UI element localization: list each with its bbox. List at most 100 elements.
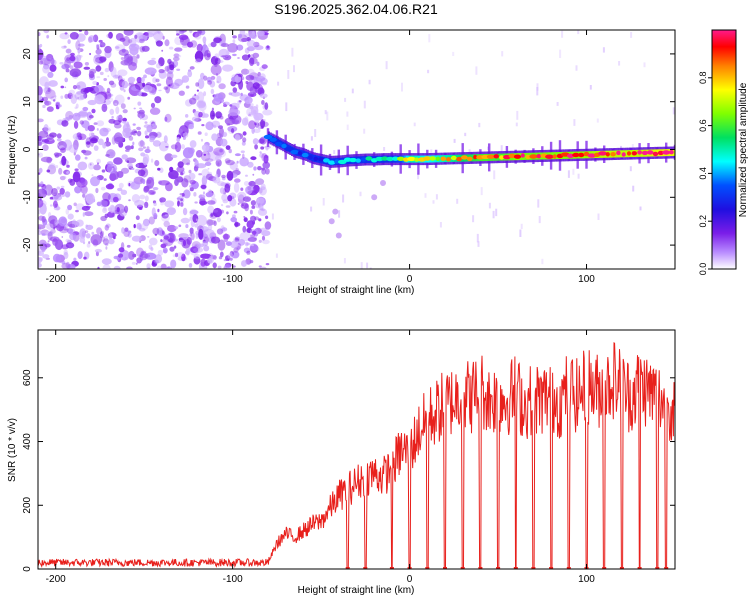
spectrogram-noise-cell (237, 202, 240, 205)
spectrogram-noise-cell (91, 174, 94, 177)
spectrogram-y-tick-label: 0 (22, 146, 33, 152)
spectrogram-faint-cell (520, 223, 523, 230)
spectrogram-noise-cell (207, 200, 216, 205)
spectrogram-noise-cell (84, 30, 89, 36)
spectrogram-noise-cell (38, 226, 42, 231)
spectrogram-noise-cell (154, 96, 162, 104)
spectrogram-noise-cell (203, 153, 207, 156)
spectrogram-noise-cell (257, 208, 268, 216)
spectrogram-noise-cell (258, 239, 262, 243)
spectrogram-noise-cell (194, 32, 202, 40)
spectrogram-signal-core (435, 156, 441, 161)
spectrogram-noise-cell (240, 187, 244, 191)
spectrogram-noise-cell (188, 169, 192, 174)
spectrogram-noise-cell (230, 217, 237, 223)
spectrogram-noise-cell (38, 141, 43, 146)
spectrogram-noise-cell (142, 156, 149, 166)
colorbar-tick-label: 0.0 (698, 263, 708, 276)
spectrogram-noise-cell (180, 217, 190, 224)
spectrogram-signal-core (269, 137, 277, 142)
spectrogram-signal-core (473, 154, 478, 160)
spectrogram-noise-cell (107, 75, 110, 78)
spectrogram-noise-cell (118, 247, 125, 253)
spectrogram-noise-cell (216, 217, 221, 223)
spectrogram-noise-cell (79, 236, 85, 243)
snr-panel: -200 -100 0 100 0 200 400 600 Height of straig… (7, 329, 676, 596)
spectrogram-signal-core (657, 150, 664, 156)
spectrogram-noise-cell (249, 98, 253, 104)
spectrogram-noise-cell (174, 226, 179, 230)
spectrogram-noise-cell (199, 194, 203, 200)
spectrogram-noise-cell (257, 30, 265, 37)
spectrogram-noise-cell (195, 150, 203, 158)
spectrogram-faint-cell (351, 88, 354, 94)
spectrogram-noise-cell (80, 88, 89, 95)
spectrogram-noise-cell (168, 61, 175, 68)
spectrogram-signal-core (365, 156, 373, 161)
spectrogram-noise-cell (260, 183, 266, 191)
spectrogram-noise-cell (206, 76, 212, 83)
spectrogram-faint-cell (597, 213, 600, 220)
spectrogram-noise-cell (164, 153, 174, 162)
spectrogram-noise-cell (233, 182, 240, 193)
spectrogram-noise-cell (249, 91, 254, 95)
spectrogram-noise-cell (56, 205, 60, 211)
spectrogram-noise-cell (209, 212, 218, 219)
spectrogram-faint-cell (360, 262, 363, 269)
spectrogram-noise-cell (182, 147, 194, 159)
spectrogram-noise-cell (243, 247, 251, 254)
spectrogram-noise-cell (38, 188, 48, 199)
spectrogram-noise-cell (239, 94, 249, 101)
spectrogram-noise-cell (233, 210, 238, 214)
spectrogram-noise-cell (109, 151, 114, 157)
spectrogram-noise-cell (165, 86, 171, 94)
spectrogram-noise-cell (243, 216, 246, 218)
spectrogram-noise-cell (51, 188, 58, 196)
spectrogram-noise-cell (217, 239, 226, 251)
spectrogram-noise-cell (210, 236, 221, 244)
spectrogram-noise-cell (250, 106, 259, 116)
spectrogram-noise-cell (182, 207, 188, 216)
spectrogram-signal-core (466, 156, 473, 161)
spectrogram-noise-cell (161, 230, 165, 235)
spectrogram-noise-cell (224, 158, 231, 164)
snr-y-ticks: 0 200 400 600 (22, 369, 675, 572)
colorbar-ticks: 0.0 0.2 0.4 0.6 0.8 (698, 72, 712, 276)
spectrogram-noise-cell (67, 213, 74, 220)
spectrogram-noise-cell (244, 33, 249, 38)
spectrogram-noise-cell (221, 174, 226, 179)
spectrogram-noise-cell (195, 214, 207, 227)
spectrogram-noise-cell (148, 189, 156, 196)
spectrogram-noise-cell (196, 100, 206, 109)
spectrogram-noise-cell (226, 170, 234, 181)
spectrogram-noise-cell (90, 234, 102, 246)
spectrogram-noise-cell (227, 252, 234, 261)
spectrogram-faint-cell (541, 258, 544, 265)
spectrogram-noise-cell (251, 244, 254, 247)
spectrogram-noise-cell (109, 204, 115, 214)
spectrogram-faint-cell (476, 233, 479, 243)
spectrogram-faint-cell (383, 147, 386, 151)
spectrogram-noise-cell (49, 204, 53, 207)
spectrogram-noise-cell (213, 124, 216, 129)
spectrogram-noise-cell (263, 119, 266, 121)
spectrogram-noise-cell (141, 76, 145, 83)
spectrogram-noise-cell (157, 167, 161, 171)
spectrogram-noise-cell (142, 178, 146, 185)
spectrogram-noise-cell (97, 94, 103, 99)
spectrogram-noise-cell (61, 120, 69, 127)
spectrogram-noise-cell (63, 251, 69, 260)
spectrogram-faint-cell (478, 122, 481, 128)
spectrogram-noise-cell (76, 54, 82, 62)
spectrogram-noise-cell (96, 44, 100, 48)
spectrogram-noise-cell (162, 247, 168, 254)
spectrogram-noise-cell (104, 224, 110, 231)
spectrogram-noise-cell (76, 219, 84, 227)
spectrogram-noise-cell (58, 216, 68, 227)
spectrogram-signal-core (328, 160, 336, 165)
spectrogram-noise-cell (86, 243, 91, 248)
spectrogram-noise-cell (254, 144, 258, 150)
spectrogram-noise-cell (232, 53, 237, 57)
colorbar-tick-label: 0.6 (698, 119, 708, 132)
